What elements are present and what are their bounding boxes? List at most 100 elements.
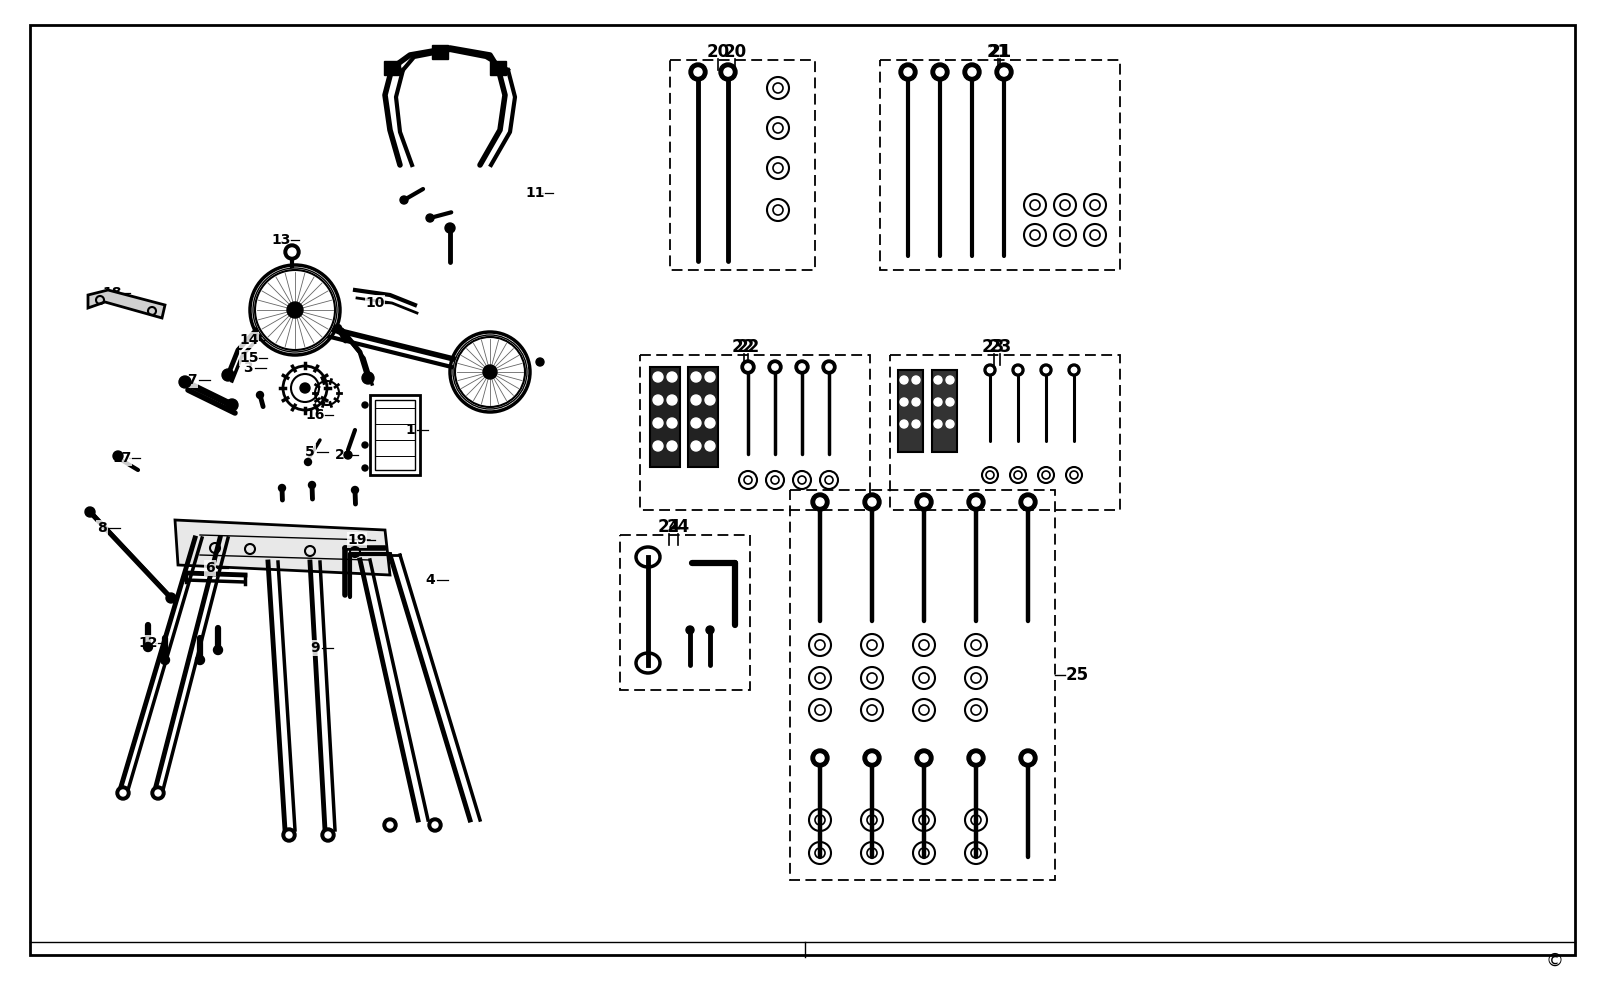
Circle shape bbox=[826, 364, 832, 370]
Text: 24: 24 bbox=[666, 518, 690, 536]
Circle shape bbox=[816, 498, 824, 506]
Circle shape bbox=[150, 786, 165, 800]
Circle shape bbox=[653, 372, 662, 382]
Circle shape bbox=[483, 365, 498, 379]
Circle shape bbox=[667, 395, 677, 405]
Bar bbox=[490, 61, 506, 75]
Circle shape bbox=[195, 655, 205, 664]
Bar bbox=[890, 355, 1120, 510]
Circle shape bbox=[453, 335, 526, 409]
Circle shape bbox=[987, 367, 992, 372]
Circle shape bbox=[1043, 367, 1048, 372]
Circle shape bbox=[811, 749, 829, 767]
Circle shape bbox=[936, 68, 944, 76]
Circle shape bbox=[706, 418, 715, 428]
Circle shape bbox=[160, 655, 170, 664]
Circle shape bbox=[691, 395, 701, 405]
Polygon shape bbox=[88, 290, 165, 318]
Text: 21: 21 bbox=[989, 43, 1011, 61]
Circle shape bbox=[429, 818, 442, 832]
Circle shape bbox=[387, 822, 394, 828]
Text: ©: © bbox=[1546, 952, 1565, 970]
Circle shape bbox=[768, 360, 782, 374]
Circle shape bbox=[920, 498, 928, 506]
Circle shape bbox=[862, 493, 882, 511]
Circle shape bbox=[166, 593, 176, 603]
Circle shape bbox=[1019, 493, 1037, 511]
Circle shape bbox=[285, 244, 301, 260]
Text: 23: 23 bbox=[989, 338, 1011, 356]
Text: 8: 8 bbox=[98, 521, 107, 535]
Circle shape bbox=[971, 754, 981, 762]
Circle shape bbox=[536, 358, 544, 366]
Circle shape bbox=[362, 402, 368, 408]
Circle shape bbox=[718, 63, 738, 81]
Circle shape bbox=[1016, 367, 1021, 372]
Text: 5: 5 bbox=[306, 445, 315, 459]
Circle shape bbox=[352, 486, 358, 493]
Circle shape bbox=[1024, 498, 1032, 506]
Circle shape bbox=[984, 364, 995, 376]
Circle shape bbox=[691, 372, 701, 382]
Text: 21: 21 bbox=[987, 43, 1010, 61]
Circle shape bbox=[1024, 754, 1032, 762]
Text: 23: 23 bbox=[982, 338, 1005, 356]
Text: 24: 24 bbox=[658, 518, 682, 536]
Bar bbox=[670, 60, 814, 270]
Circle shape bbox=[334, 325, 341, 332]
Bar bbox=[790, 490, 1054, 880]
Circle shape bbox=[426, 214, 434, 222]
Text: 22: 22 bbox=[736, 338, 760, 356]
Circle shape bbox=[304, 458, 312, 465]
Circle shape bbox=[816, 754, 824, 762]
Text: 7: 7 bbox=[187, 373, 197, 387]
Circle shape bbox=[822, 360, 835, 374]
Circle shape bbox=[691, 418, 701, 428]
Circle shape bbox=[686, 626, 694, 634]
Circle shape bbox=[1069, 364, 1080, 376]
Circle shape bbox=[798, 364, 805, 370]
Circle shape bbox=[344, 451, 352, 459]
Circle shape bbox=[432, 822, 438, 828]
Circle shape bbox=[362, 442, 368, 448]
Circle shape bbox=[155, 790, 162, 796]
Text: 20: 20 bbox=[723, 43, 747, 61]
Circle shape bbox=[862, 749, 882, 767]
Circle shape bbox=[1013, 364, 1024, 376]
Circle shape bbox=[915, 493, 933, 511]
Circle shape bbox=[1072, 367, 1077, 372]
Circle shape bbox=[653, 441, 662, 451]
Circle shape bbox=[288, 248, 296, 256]
Circle shape bbox=[934, 420, 942, 428]
Circle shape bbox=[382, 818, 397, 832]
Bar bbox=[880, 60, 1120, 270]
Text: 3: 3 bbox=[243, 361, 253, 375]
Circle shape bbox=[362, 465, 368, 471]
Circle shape bbox=[1019, 749, 1037, 767]
Circle shape bbox=[85, 507, 94, 517]
Circle shape bbox=[309, 481, 315, 488]
Text: 11: 11 bbox=[525, 186, 544, 200]
Text: 13: 13 bbox=[272, 233, 291, 247]
Circle shape bbox=[968, 68, 976, 76]
Circle shape bbox=[920, 754, 928, 762]
Circle shape bbox=[653, 395, 662, 405]
Circle shape bbox=[115, 786, 130, 800]
Text: 12: 12 bbox=[138, 636, 158, 650]
Bar bbox=[621, 535, 750, 690]
Circle shape bbox=[667, 441, 677, 451]
Circle shape bbox=[114, 451, 123, 461]
Circle shape bbox=[1000, 68, 1008, 76]
Text: 9: 9 bbox=[310, 641, 320, 655]
Circle shape bbox=[867, 754, 877, 762]
Circle shape bbox=[811, 493, 829, 511]
Circle shape bbox=[694, 68, 702, 76]
Text: 10: 10 bbox=[365, 296, 384, 310]
Circle shape bbox=[934, 376, 942, 384]
Circle shape bbox=[912, 376, 920, 384]
Bar bbox=[370, 395, 419, 475]
Circle shape bbox=[771, 364, 778, 370]
Circle shape bbox=[963, 63, 981, 81]
Circle shape bbox=[706, 626, 714, 634]
Circle shape bbox=[946, 420, 954, 428]
